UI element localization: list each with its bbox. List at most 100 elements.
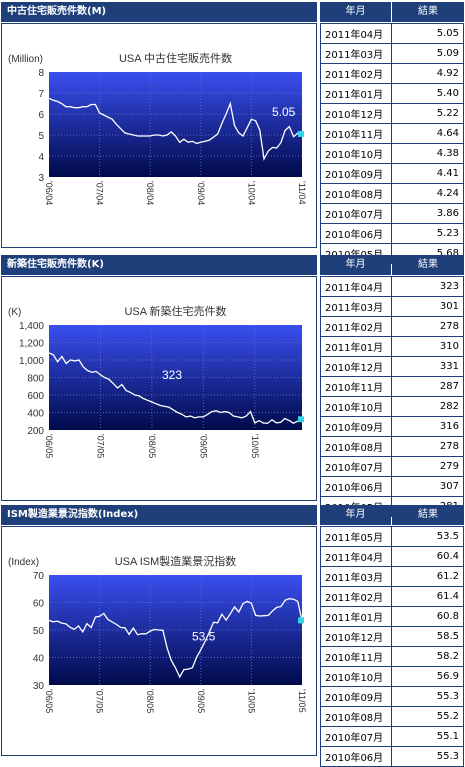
row-date: 2011年01月 (320, 83, 392, 104)
row-date: 2011年04月 (320, 23, 392, 44)
table-row: 2010年07月 55.1 (320, 726, 464, 747)
row-value: 55.3 (391, 746, 464, 767)
x-tick-label: '07/04 (95, 181, 105, 205)
row-date: 2010年06月 (320, 223, 392, 244)
row-date: 2011年03月 (320, 296, 392, 317)
row-value: 4.38 (391, 143, 464, 164)
table-row: 2011年02月 61.4 (320, 586, 464, 607)
row-date: 2011年02月 (320, 586, 392, 607)
row-value: 55.2 (391, 706, 464, 727)
row-date: 2010年07月 (320, 726, 392, 747)
panel-title: ISM製造業景況指数(Index) (1, 505, 317, 525)
data-table: 2011年05月 53.5 2011年04月 60.4 2011年03月 61.2 2011… (320, 526, 464, 767)
table-row: 2010年10月 282 (320, 396, 464, 417)
row-value: 282 (391, 396, 464, 417)
row-date: 2011年04月 (320, 546, 392, 567)
table-row: 2010年06月 5.23 (320, 223, 464, 244)
panel-title: 新築住宅販売件数(K) (1, 255, 317, 275)
x-tick-label: '10/04 (246, 181, 256, 205)
x-tick-label: '10/05 (246, 689, 256, 713)
table-row: 2010年12月 331 (320, 356, 464, 377)
col-header-value: 結果 (392, 505, 464, 525)
row-value: 307 (391, 476, 464, 497)
existing-home-sales-chart: USA 中古住宅販売件数 (Million) 3 4 5 6 7 8 '06/04 '07/04 '… (8, 51, 307, 205)
col-header-value: 結果 (392, 255, 464, 275)
row-value: 4.92 (391, 63, 464, 84)
row-date: 2011年03月 (320, 43, 392, 64)
row-value: 4.41 (391, 163, 464, 184)
row-date: 2010年12月 (320, 356, 392, 377)
table-row: 2010年09月 55.3 (320, 686, 464, 707)
row-value: 310 (391, 336, 464, 357)
chart-title: USA 中古住宅販売件数 (119, 51, 232, 65)
data-table: 2011年04月 323 2011年03月 301 2011年02月 278 2011年01… (320, 276, 464, 517)
table-row: 2010年12月 58.5 (320, 626, 464, 647)
row-date: 2011年04月 (320, 276, 392, 297)
row-date: 2011年02月 (320, 316, 392, 337)
table-row: 2010年10月 56.9 (320, 666, 464, 687)
table-row: 2011年04月 5.05 (320, 23, 464, 44)
table-row: 2010年08月 55.2 (320, 706, 464, 727)
plot-area (49, 72, 302, 177)
table-row: 2011年01月 60.8 (320, 606, 464, 627)
table-row: 2011年04月 60.4 (320, 546, 464, 567)
row-date: 2011年01月 (320, 336, 392, 357)
row-value: 61.2 (391, 566, 464, 587)
table-row: 2010年09月 316 (320, 416, 464, 437)
row-date: 2010年11月 (320, 123, 392, 144)
row-date: 2010年10月 (320, 396, 392, 417)
col-header-date: 年月 (320, 255, 391, 275)
y-tick-label: 7 (38, 89, 44, 100)
y-axis-label: (K) (8, 307, 21, 318)
x-tick-label: '08/04 (145, 181, 155, 205)
series-line (48, 97, 303, 161)
table-row: 2011年03月 301 (320, 296, 464, 317)
last-value-label: 323 (162, 368, 182, 382)
row-value: 55.3 (391, 686, 464, 707)
row-value: 5.23 (391, 223, 464, 244)
table-row: 2011年03月 5.09 (320, 43, 464, 64)
row-date: 2010年11月 (320, 376, 392, 397)
table-row: 2010年09月 4.41 (320, 163, 464, 184)
x-tick-label: '09/04 (196, 181, 206, 205)
row-date: 2010年08月 (320, 183, 392, 204)
row-date: 2011年02月 (320, 63, 392, 84)
row-value: 278 (391, 436, 464, 457)
y-tick-label: 30 (33, 681, 45, 692)
row-date: 2010年10月 (320, 666, 392, 687)
y-tick-label: 50 (33, 626, 45, 637)
table-row: 2010年11月 58.2 (320, 646, 464, 667)
y-tick-label: 6 (38, 110, 44, 121)
y-tick-label: 60 (33, 599, 45, 610)
x-tick-label: '08/05 (145, 689, 155, 713)
row-date: 2010年12月 (320, 103, 392, 124)
last-value-label: 53.5 (192, 629, 216, 643)
chart-title: USA 新築住宅売件数 (124, 304, 226, 318)
row-date: 2010年07月 (320, 203, 392, 224)
x-tick-label: '06/05 (44, 689, 54, 713)
row-date: 2010年09月 (320, 163, 392, 184)
x-tick-label: '06/04 (44, 181, 54, 205)
table-row: 2010年12月 5.22 (320, 103, 464, 124)
row-value: 5.22 (391, 103, 464, 124)
table-row: 2011年02月 4.92 (320, 63, 464, 84)
row-date: 2010年10月 (320, 143, 392, 164)
data-table: 2011年04月 5.05 2011年03月 5.09 2011年02月 4.92 2011… (320, 23, 464, 264)
row-value: 55.1 (391, 726, 464, 747)
row-value: 278 (391, 316, 464, 337)
row-value: 58.5 (391, 626, 464, 647)
last-value-marker (298, 416, 304, 423)
y-tick-label: 5 (38, 131, 44, 142)
new-home-sales-chart: USA 新築住宅売件数 (K) 200 400 600 800 1,000 1,200 1,40… (8, 304, 304, 458)
ism-manufacturing-chart: USA ISM製造業景況指数 (Index) 30 40 50 60 70 '06/05 '07… (8, 554, 307, 713)
col-header-date: 年月 (320, 505, 391, 525)
row-value: 4.64 (391, 123, 464, 144)
row-value: 3.86 (391, 203, 464, 224)
col-header-value: 結果 (392, 2, 464, 22)
last-value-marker (298, 130, 304, 137)
y-tick-label: 4 (38, 152, 44, 163)
y-tick-label: 1,000 (19, 356, 44, 367)
table-row: 2010年07月 3.86 (320, 203, 464, 224)
row-value: 53.5 (391, 526, 464, 547)
series-line (48, 598, 303, 679)
